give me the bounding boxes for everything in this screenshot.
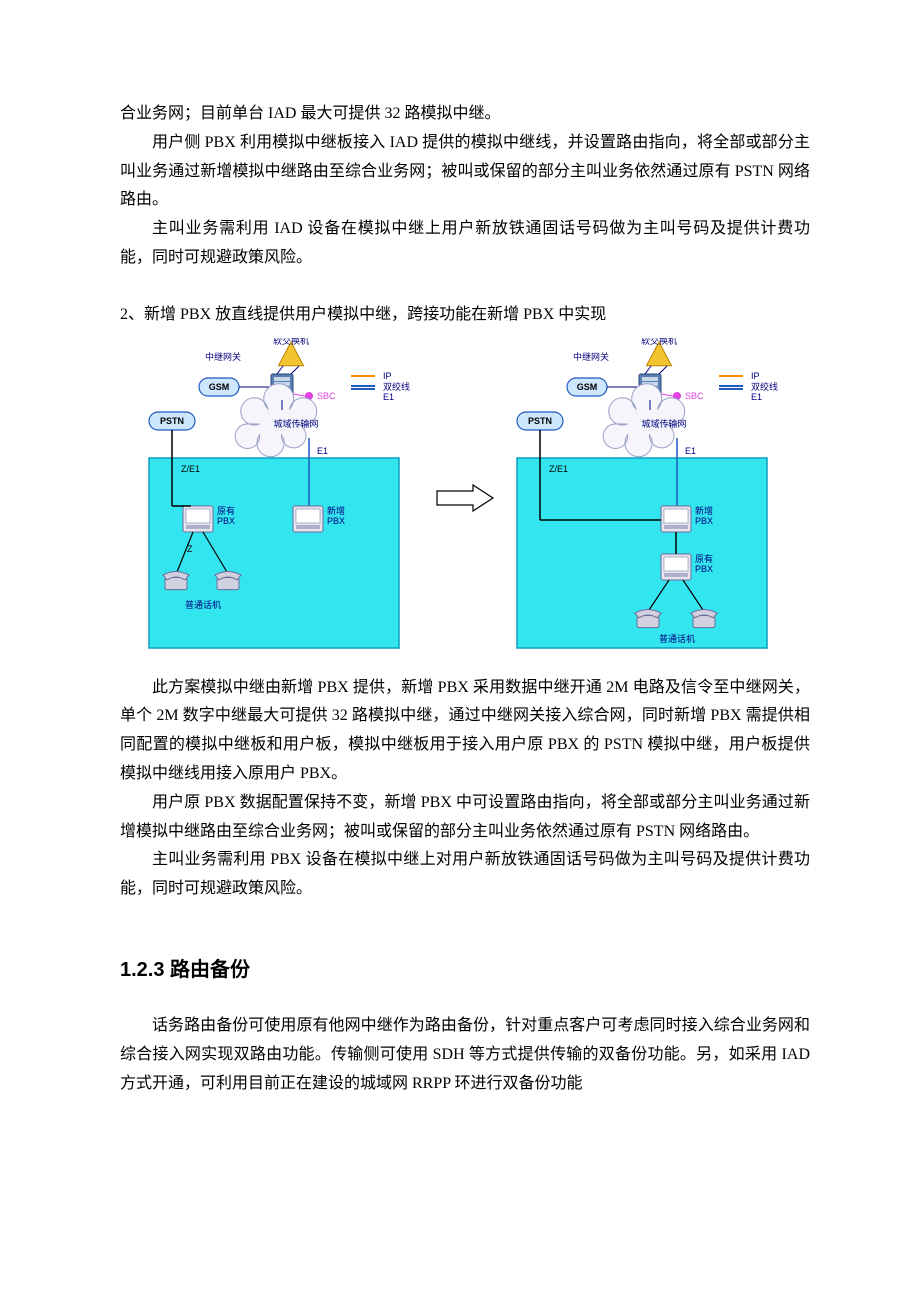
- svg-text:城域传输网: 城域传输网: [273, 418, 318, 429]
- svg-text:GSM: GSM: [209, 382, 230, 392]
- svg-text:PSTN: PSTN: [528, 416, 552, 426]
- svg-text:E1: E1: [685, 446, 696, 456]
- network-diagram-after: 软交换机中继网关SBCGSMIP双绞线E1城域传输网PSTNE1Z/E1新增PB…: [499, 338, 799, 658]
- svg-text:普通话机: 普通话机: [659, 633, 695, 644]
- intro-p3: 主叫业务需利用 IAD 设备在模拟中继上用户新放铁通固话号码做为主叫号码及提供计…: [120, 215, 810, 273]
- svg-text:原有PBX: 原有PBX: [695, 553, 713, 574]
- section2-p1: 此方案模拟中继由新增 PBX 提供，新增 PBX 采用数据中继开通 2M 电路及…: [120, 674, 810, 789]
- network-diagram-before: 软交换机中继网关SBCGSMIP双绞线E1城域传输网PSTNE1Z/E1原有PB…: [131, 338, 431, 658]
- section2-title: 2、新增 PBX 放直线提供用户模拟中继，跨接功能在新增 PBX 中实现: [120, 301, 810, 330]
- section2-p2: 用户原 PBX 数据配置保持不变，新增 PBX 中可设置路由指向，将全部或部分主…: [120, 789, 810, 847]
- svg-text:城域传输网: 城域传输网: [641, 418, 686, 429]
- svg-text:中继网关: 中继网关: [205, 351, 241, 362]
- svg-text:原有PBX: 原有PBX: [217, 505, 235, 526]
- svg-text:软交换机: 软交换机: [641, 338, 677, 346]
- svg-text:普通话机: 普通话机: [185, 599, 221, 610]
- svg-text:新增PBX: 新增PBX: [327, 505, 345, 526]
- svg-text:双绞线: 双绞线: [383, 381, 410, 392]
- svg-text:E1: E1: [383, 392, 394, 402]
- svg-text:IP: IP: [383, 371, 392, 381]
- intro-p2: 用户侧 PBX 利用模拟中继板接入 IAD 提供的模拟中继线，并设置路由指向，将…: [120, 129, 810, 215]
- svg-text:IP: IP: [751, 371, 760, 381]
- svg-text:Z/E1: Z/E1: [181, 464, 200, 474]
- diagram-row: 软交换机中继网关SBCGSMIP双绞线E1城域传输网PSTNE1Z/E1原有PB…: [120, 338, 810, 658]
- svg-text:E1: E1: [751, 392, 762, 402]
- svg-text:双绞线: 双绞线: [751, 381, 778, 392]
- svg-text:Z/E1: Z/E1: [549, 464, 568, 474]
- intro-p1: 合业务网；目前单台 IAD 最大可提供 32 路模拟中继。: [120, 100, 810, 129]
- section2-p3: 主叫业务需利用 PBX 设备在模拟中继上对用户新放铁通固话号码做为主叫号码及提供…: [120, 846, 810, 904]
- svg-text:软交换机: 软交换机: [273, 338, 309, 346]
- svg-text:中继网关: 中继网关: [573, 351, 609, 362]
- transition-arrow-icon: [435, 483, 495, 513]
- section3-heading: 1.2.3 路由备份: [120, 952, 810, 988]
- svg-text:新增PBX: 新增PBX: [695, 505, 713, 526]
- page: 合业务网；目前单台 IAD 最大可提供 32 路模拟中继。 用户侧 PBX 利用…: [0, 0, 920, 1198]
- section3-p1: 话务路由备份可使用原有他网中继作为路由备份，针对重点客户可考虑同时接入综合业务网…: [120, 1012, 810, 1098]
- svg-text:SBC: SBC: [317, 391, 336, 401]
- svg-text:GSM: GSM: [577, 382, 598, 392]
- svg-text:PSTN: PSTN: [160, 416, 184, 426]
- svg-text:E1: E1: [317, 446, 328, 456]
- svg-text:Z: Z: [187, 544, 193, 554]
- svg-text:SBC: SBC: [685, 391, 704, 401]
